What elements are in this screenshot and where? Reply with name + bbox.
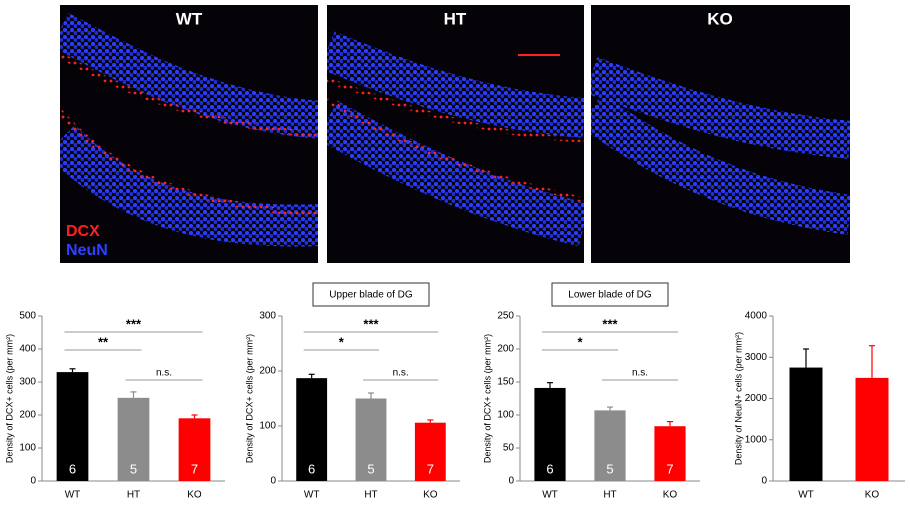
x-tick-label: WT [798,490,814,501]
x-tick-label: KO [865,490,880,501]
y-tick-label: 300 [259,311,276,322]
y-tick-label: 50 [503,443,515,454]
y-tick-label: 100 [259,421,276,432]
x-tick-label: WT [304,490,320,501]
bar [789,367,823,481]
x-tick-label: HT [364,490,377,501]
image-label: KO [707,9,733,28]
micrograph-wt [60,5,318,263]
bar [534,387,566,481]
significance-label: *** [126,316,142,331]
y-tick-label: 0 [508,476,514,487]
n-label: 7 [191,461,198,476]
significance-label: *** [602,316,618,331]
x-tick-label: KO [187,490,202,501]
title-box [551,282,669,307]
n-label: 5 [130,461,137,476]
n-label: 6 [546,461,553,476]
image-label: HT [444,9,467,28]
y-tick-label: 3000 [745,352,768,363]
chart-title: Lower blade of DG [568,290,652,301]
bar [594,410,626,481]
y-axis-label: Density of DCX+ cells (per mm²) [482,334,492,463]
y-tick-label: 1000 [745,434,768,445]
y-axis-label: Density of DCX+ cells (per mm²) [4,334,14,463]
stain-label: NeuN [66,242,108,259]
x-tick-label: KO [423,490,438,501]
y-axis-label: Density of DCX+ cells (per mm²) [244,334,254,463]
x-tick-label: WT [65,490,81,501]
significance-label: n.s. [393,368,409,379]
bar [178,418,211,481]
y-tick-label: 300 [19,377,36,388]
y-tick-label: 0 [30,476,36,487]
n-label: 6 [308,461,315,476]
significance-label: ** [98,334,109,349]
x-tick-label: HT [603,490,616,501]
y-tick-label: 0 [761,476,767,487]
title-box [312,282,430,307]
x-tick-label: WT [542,490,558,501]
bar [296,378,328,481]
micrograph-ht [327,5,584,263]
n-label: 5 [367,461,374,476]
bar [117,397,150,481]
stain-label: DCX [66,223,100,240]
x-tick-label: HT [127,490,140,501]
y-tick-label: 0 [270,476,276,487]
bar [414,422,446,481]
y-tick-label: 100 [19,443,36,454]
bar [355,398,387,481]
bar [654,426,686,481]
micrograph-ko [591,5,850,263]
y-axis-label: Density of NeuN+ cells (per mm²) [733,332,743,465]
significance-label: n.s. [156,368,172,379]
y-tick-label: 200 [259,366,276,377]
n-label: 6 [69,461,76,476]
significance-label: * [577,334,583,349]
n-label: 7 [427,461,434,476]
y-tick-label: 250 [497,311,514,322]
y-tick-label: 100 [497,410,514,421]
chart-title: Upper blade of DG [329,290,413,301]
bar [855,377,889,481]
y-tick-label: 400 [19,344,36,355]
y-tick-label: 500 [19,311,36,322]
y-tick-label: 150 [497,377,514,388]
bar [56,372,89,481]
significance-label: * [339,334,345,349]
x-tick-label: KO [663,490,678,501]
n-label: 5 [606,461,613,476]
y-tick-label: 4000 [745,311,768,322]
image-label: WT [176,9,203,28]
significance-label: *** [363,316,379,331]
y-tick-label: 200 [497,344,514,355]
y-tick-label: 2000 [745,393,768,404]
n-label: 7 [666,461,673,476]
y-tick-label: 200 [19,410,36,421]
significance-label: n.s. [632,368,648,379]
